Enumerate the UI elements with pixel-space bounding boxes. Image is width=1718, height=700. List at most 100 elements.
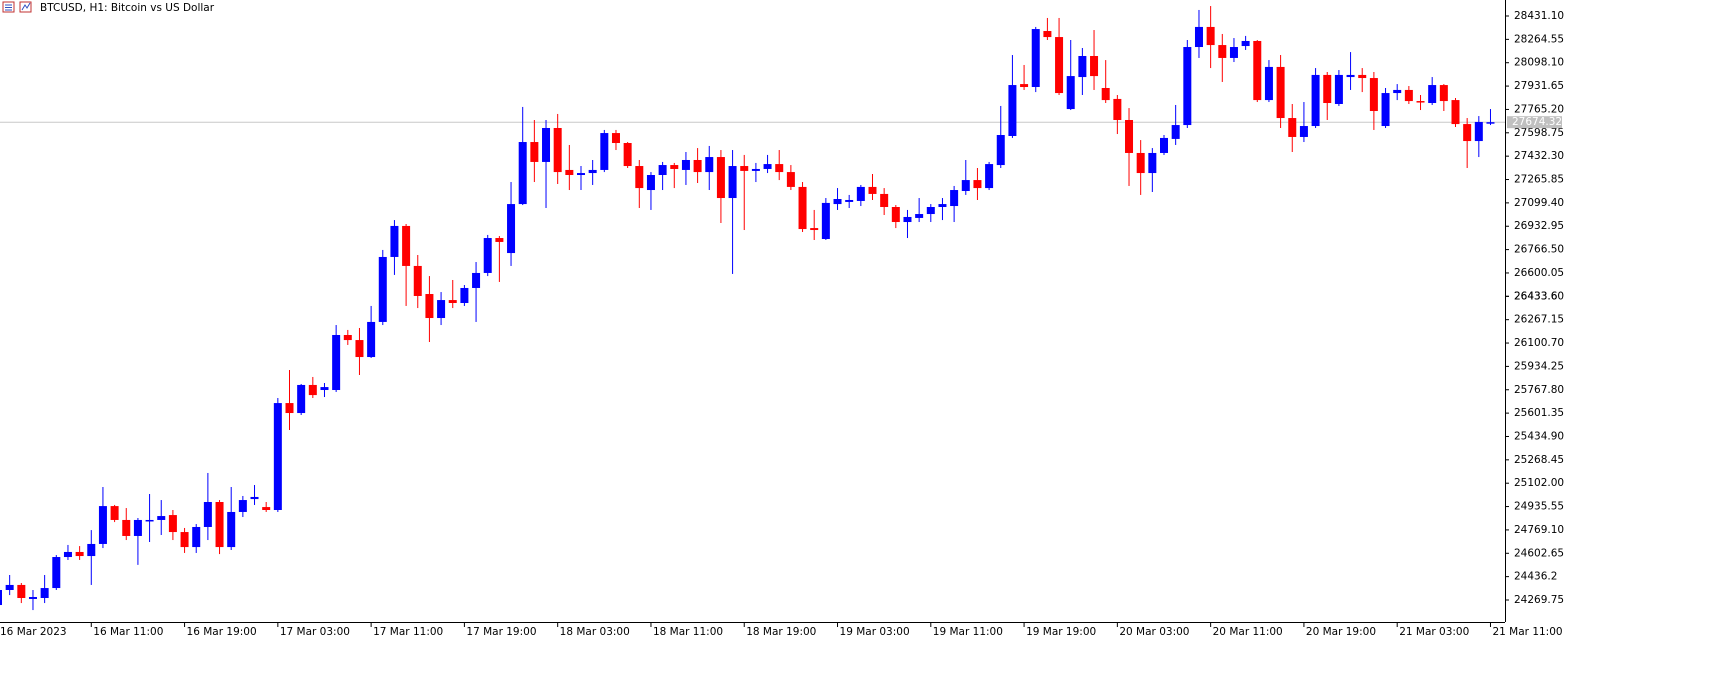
y-tick-label: 26433.60 [1514,290,1564,302]
x-tick-label: 17 Mar 11:00 [373,626,443,638]
candle-body [157,516,166,520]
candle-body [425,294,434,319]
icon [19,1,32,13]
y-tick-label: 25601.35 [1514,407,1564,419]
candle-body [495,238,504,242]
current-price-label: 27674.32 [1512,116,1562,128]
x-tick-label: 21 Mar 11:00 [1492,626,1562,638]
candle-body [1358,74,1367,79]
candle-body [1206,26,1215,46]
candle-body [460,287,469,304]
candle-body [1253,40,1262,101]
candle-body [588,169,597,174]
candle-body [17,584,26,599]
y-tick-label: 27265.85 [1514,174,1564,186]
y-tick-label: 25934.25 [1514,360,1564,372]
y-tick-label: 24769.10 [1514,524,1564,536]
candle-body [961,180,970,192]
y-tick-label: 25268.45 [1514,454,1564,466]
candle-body [891,207,900,223]
y-tick-label: 28098.10 [1514,57,1564,69]
y-tick-label: 24602.65 [1514,547,1564,559]
candle-body [623,143,632,167]
candle-body [483,238,492,273]
candle-body [168,515,177,533]
candle-body [1463,124,1472,142]
y-tick-label: 27765.20 [1514,103,1564,115]
candle-body [553,127,562,173]
candle-body [635,166,644,189]
candle-body [1369,78,1378,112]
x-tick-label: 18 Mar 03:00 [560,626,630,638]
candle-body [308,384,317,396]
candle-body [1264,66,1273,101]
candle-body [868,186,877,194]
y-tick-label: 26766.50 [1514,244,1564,256]
candle-body [542,127,551,162]
candles [0,6,1495,611]
x-tick-label: 19 Mar 03:00 [840,626,910,638]
candle-body [1474,121,1483,142]
candle-body [1241,40,1250,47]
candle-body [320,387,329,391]
candle-body [1439,85,1448,102]
candle-body [1346,74,1355,78]
candle-body [355,340,364,358]
candle-body [950,190,959,207]
candle-body [1043,31,1052,38]
y-tick-label: 26932.95 [1514,220,1564,232]
candle-body [1288,118,1297,137]
candle-body [0,590,2,606]
candle-body [810,228,819,231]
candle-body [716,157,725,199]
candle-body [880,193,889,208]
candle-body [180,532,189,548]
candle-body [740,166,749,171]
y-tick-label: 27931.65 [1514,80,1564,92]
y-tick-label: 26600.05 [1514,267,1564,279]
candle-body [110,506,119,520]
candle-body [1194,26,1203,48]
candle-body [565,169,574,176]
candle-body [611,133,620,144]
chart-icons [2,1,32,13]
x-tick-label: 17 Mar 19:00 [466,626,536,638]
candle-body [75,551,84,557]
candle-body [1171,125,1180,139]
y-tick-label: 26100.70 [1514,337,1564,349]
x-tick-label: 20 Mar 03:00 [1119,626,1189,638]
candle-body [448,300,457,304]
candle-body [1299,126,1308,137]
candle-body [262,507,271,511]
candle-body [1486,122,1495,124]
candle-body [775,164,784,173]
candle-body [1113,98,1122,120]
y-tick-label: 25434.90 [1514,430,1564,442]
candle-body [996,135,1005,166]
candle-body [192,526,201,548]
candle-body [670,165,679,169]
y-tick-label: 25767.80 [1514,384,1564,396]
candle-body [472,272,481,288]
candle-body [1218,45,1227,58]
candle-body [705,157,714,173]
candle-body [285,403,294,414]
candle-body [133,519,142,536]
chart-title: BTCUSD, H1: Bitcoin vs US Dollar [40,2,215,14]
candle-body [1148,152,1157,174]
candle-body [926,207,935,215]
candle-body [145,519,154,522]
candle-body [1160,137,1168,153]
x-tick-label: 17 Mar 03:00 [280,626,350,638]
x-tick-label: 20 Mar 19:00 [1306,626,1376,638]
y-tick-label: 25102.00 [1514,477,1564,489]
candle-body [1416,101,1425,103]
candle-body [1066,76,1075,110]
candle-body [122,519,131,536]
candle-body [1323,74,1332,104]
candle-body [297,384,306,414]
candle-body [728,166,737,199]
candle-body [845,199,854,202]
candle-body [938,204,947,208]
